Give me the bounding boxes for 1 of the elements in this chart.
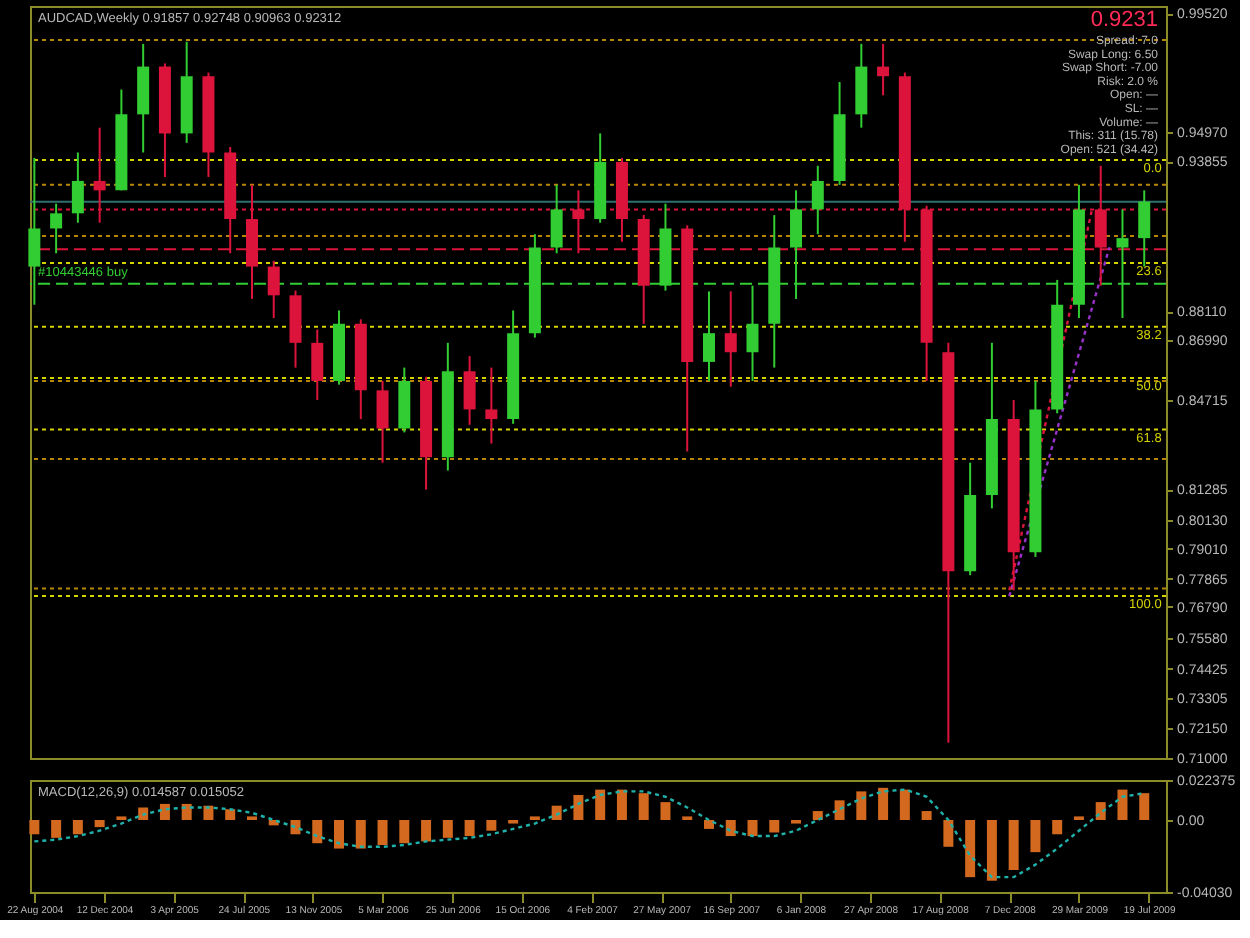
annotation: 0.9231: [1090, 8, 1158, 32]
